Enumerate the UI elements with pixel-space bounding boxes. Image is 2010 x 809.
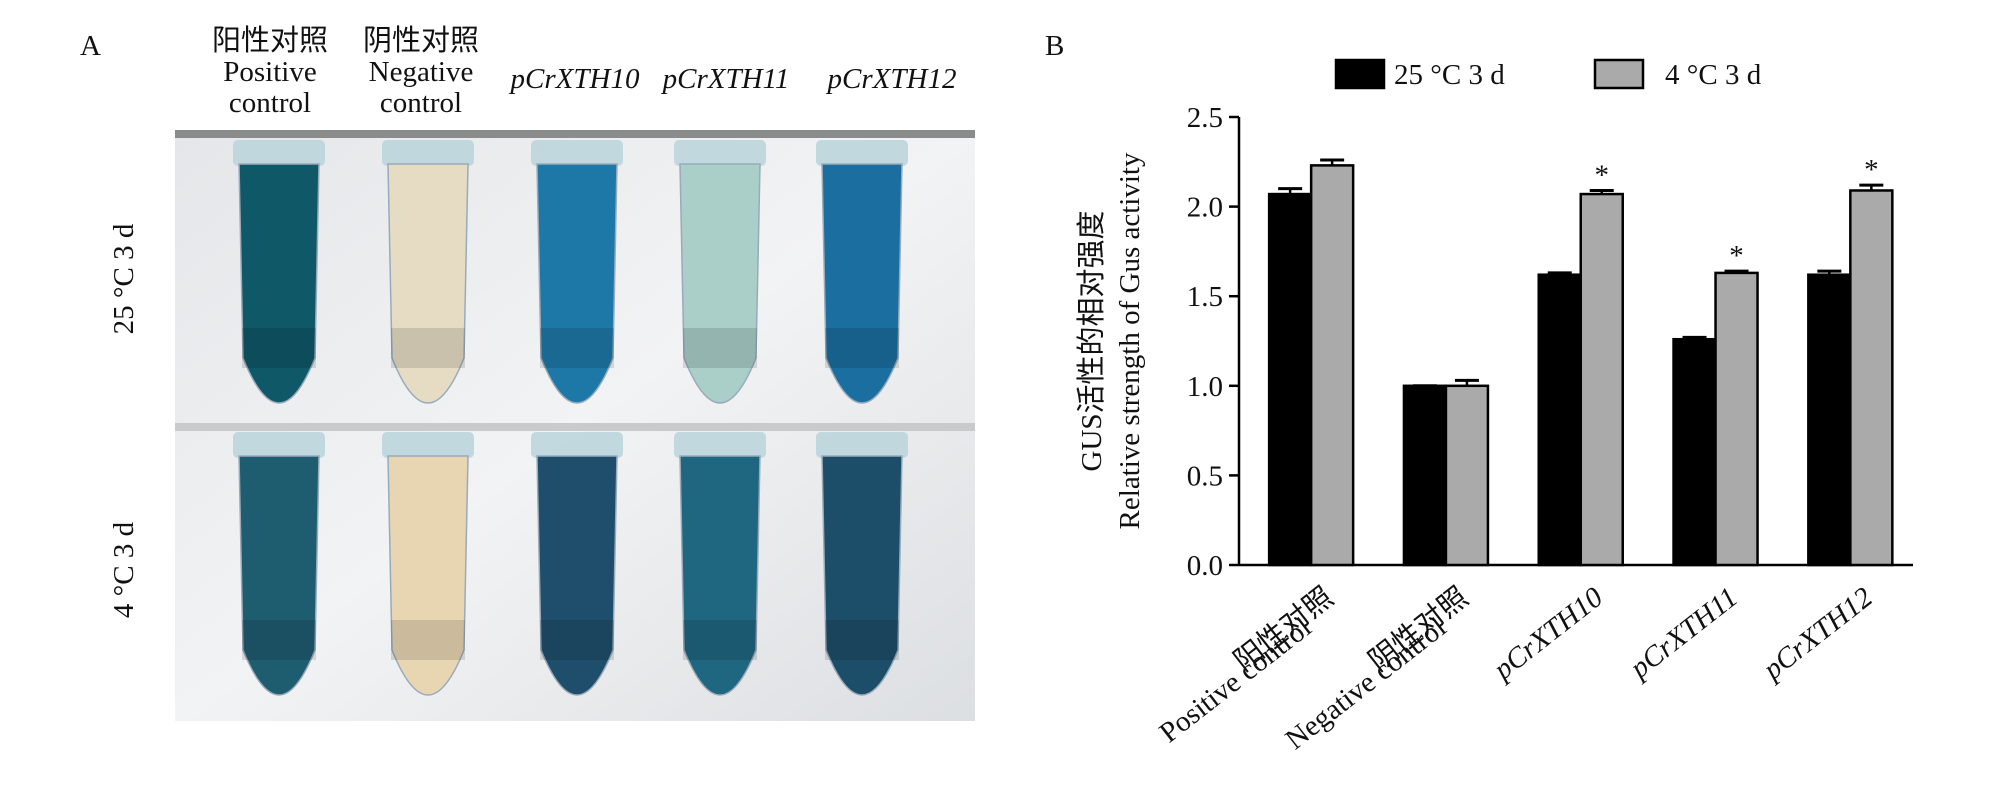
bar [1537, 273, 1582, 567]
bar [1444, 384, 1490, 567]
tube-cap [816, 432, 908, 458]
y-tick-label: 1.0 [1187, 371, 1223, 403]
tube-cap [233, 432, 325, 458]
tube-sediment [825, 328, 899, 368]
tube [679, 455, 761, 696]
tube-cap [674, 140, 766, 166]
tube-sediment [683, 328, 757, 368]
legend-swatch [1334, 58, 1386, 90]
y-axis-label: GUS活性的相对强度 [1075, 210, 1108, 471]
tube [679, 163, 761, 404]
column-label: control [380, 87, 462, 119]
bar [1267, 192, 1313, 567]
legend-label: 25 °C 3 d [1394, 59, 1505, 91]
tube-sediment [540, 328, 614, 368]
column-label: control [229, 87, 311, 119]
tube-sediment [540, 620, 614, 660]
column-label: 阴性对照 [363, 24, 479, 57]
tube [821, 163, 903, 404]
column-label: 阳性对照 [212, 24, 328, 57]
bar [1309, 164, 1355, 567]
y-tick-label: 1.5 [1187, 281, 1223, 313]
error-bar [1320, 158, 1345, 166]
photo-divider [175, 423, 975, 431]
error-bar [1817, 269, 1842, 275]
error-bar [1682, 335, 1707, 340]
tube-sediment [391, 328, 465, 368]
x-tick-label: pCrXTH12 [1756, 581, 1879, 687]
error-bar [1724, 269, 1749, 273]
column-label: Positive [223, 56, 316, 88]
panel-a-labels: A 阳性对照Positivecontrol阴性对照Negativecontrolp… [80, 24, 956, 618]
error-bar [1454, 378, 1479, 386]
bar [1402, 384, 1448, 567]
bar [1849, 189, 1894, 567]
column-label: pCrXTH11 [661, 63, 790, 95]
legend-swatch [1593, 58, 1645, 90]
significance: * [1594, 159, 1609, 191]
tube [238, 163, 320, 404]
tube [387, 455, 469, 696]
tube-cap [382, 432, 474, 458]
tube [536, 163, 618, 404]
tube-cap [382, 140, 474, 166]
x-tick-label: pCrXTH10 [1486, 581, 1609, 687]
panel-label: A [80, 30, 101, 62]
significance: * [1864, 154, 1879, 186]
tube-cap [816, 140, 908, 166]
bar [1672, 337, 1717, 567]
error-bar [1859, 183, 1884, 191]
error-bar [1278, 187, 1303, 195]
tubes [233, 140, 908, 696]
tube-cap [674, 432, 766, 458]
tube [387, 163, 469, 404]
tube [238, 455, 320, 696]
column-label: pCrXTH12 [826, 63, 957, 95]
column-label: Negative [369, 56, 474, 88]
tube-sediment [391, 620, 465, 660]
bar [1579, 192, 1624, 567]
tube-cap [531, 432, 623, 458]
y-tick-label: 0.5 [1187, 460, 1223, 492]
tube [536, 455, 618, 696]
bar [1807, 273, 1852, 567]
y-tick-label: 2.0 [1187, 192, 1223, 224]
tube [821, 455, 903, 696]
tube-sediment [825, 620, 899, 660]
bar [1714, 271, 1759, 567]
panel-label: B [1045, 30, 1064, 62]
row-label: 4 °C 3 d [108, 521, 140, 618]
column-label: pCrXTH10 [509, 63, 640, 95]
significance: * [1729, 240, 1744, 272]
chart: B 0.0 0.5 1.0 1.5 2.0 2.5 GUS活性的相对强度 Relative st… [1045, 30, 1913, 756]
legend-label: 4 °C 3 d [1665, 59, 1762, 91]
tube-cap [233, 140, 325, 166]
y-tick-label: 0.0 [1187, 550, 1223, 582]
error-bar [1589, 188, 1614, 195]
y-axis-label: Relative strength of Gus activity [1114, 152, 1146, 529]
tube-sediment [242, 328, 316, 368]
photo-edge [175, 130, 975, 138]
error-bar [1547, 271, 1572, 275]
y-tick-label: 2.5 [1187, 102, 1223, 134]
tube-cap [531, 140, 623, 166]
row-label: 25 °C 3 d [108, 223, 140, 334]
x-tick-label: pCrXTH11 [1623, 581, 1744, 685]
tube-sediment [683, 620, 757, 660]
tube-sediment [242, 620, 316, 660]
